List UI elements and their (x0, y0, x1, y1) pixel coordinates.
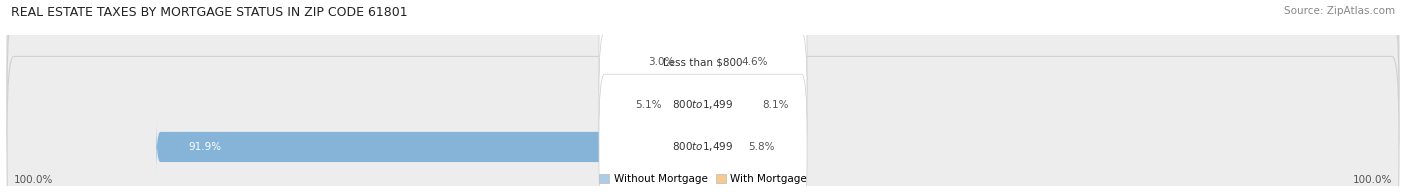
Text: 3.0%: 3.0% (648, 57, 673, 67)
FancyBboxPatch shape (699, 117, 741, 177)
Text: 100.0%: 100.0% (1353, 175, 1392, 185)
Text: $800 to $1,499: $800 to $1,499 (672, 98, 734, 111)
FancyBboxPatch shape (7, 0, 1399, 153)
FancyBboxPatch shape (669, 74, 707, 135)
Text: $800 to $1,499: $800 to $1,499 (672, 141, 734, 153)
Text: 5.8%: 5.8% (748, 142, 775, 152)
FancyBboxPatch shape (599, 0, 807, 135)
FancyBboxPatch shape (681, 32, 707, 93)
Text: 100.0%: 100.0% (14, 175, 53, 185)
Text: 4.6%: 4.6% (741, 57, 768, 67)
Legend: Without Mortgage, With Mortgage: Without Mortgage, With Mortgage (599, 174, 807, 184)
FancyBboxPatch shape (699, 32, 734, 93)
Text: 5.1%: 5.1% (636, 100, 662, 110)
Text: 91.9%: 91.9% (188, 142, 222, 152)
Text: Source: ZipAtlas.com: Source: ZipAtlas.com (1284, 6, 1395, 16)
FancyBboxPatch shape (156, 117, 707, 177)
FancyBboxPatch shape (599, 32, 807, 177)
FancyBboxPatch shape (7, 14, 1399, 195)
FancyBboxPatch shape (599, 74, 807, 196)
Text: REAL ESTATE TAXES BY MORTGAGE STATUS IN ZIP CODE 61801: REAL ESTATE TAXES BY MORTGAGE STATUS IN … (11, 6, 408, 19)
FancyBboxPatch shape (7, 56, 1399, 196)
Text: Less than $800: Less than $800 (664, 57, 742, 67)
Text: 8.1%: 8.1% (762, 100, 789, 110)
FancyBboxPatch shape (699, 74, 755, 135)
